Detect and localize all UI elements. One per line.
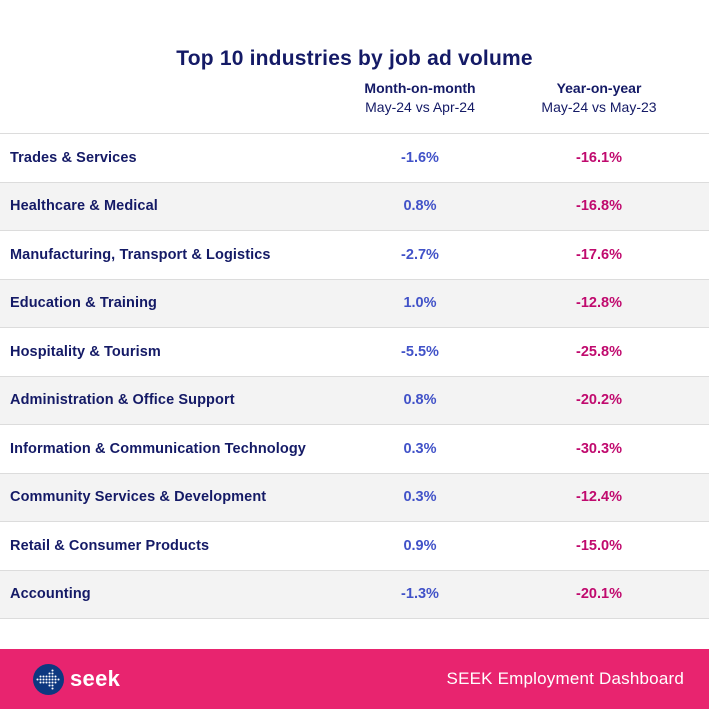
column-header-yoy-sublabel: May-24 vs May-23	[541, 99, 657, 115]
column-header-yoy-label: Year-on-year	[556, 80, 642, 96]
industry-label: Hospitality & Tourism	[10, 343, 161, 360]
column-header-mom-sublabel: May-24 vs Apr-24	[365, 99, 475, 115]
table-row: Retail & Consumer Products 0.9% -15.0%	[0, 521, 709, 570]
yoy-value: -20.2%	[576, 392, 622, 409]
yoy-value: -30.3%	[576, 440, 622, 457]
column-header-yoy: Year-on-year May-24 vs May-23	[508, 79, 690, 117]
table-row: Manufacturing, Transport & Logistics -2.7…	[0, 230, 709, 279]
industry-label: Education & Training	[10, 295, 158, 312]
mom-value: 0.8%	[403, 392, 437, 409]
seek-logo-text: seek	[70, 666, 121, 691]
mom-value: -2.7%	[401, 246, 439, 263]
industry-label: Accounting	[10, 586, 91, 603]
seek-logo: seek	[33, 663, 121, 695]
industry-label: Manufacturing, Transport & Logistics	[10, 246, 271, 263]
yoy-value: -16.8%	[576, 198, 622, 215]
seek-arrow-icon	[33, 663, 64, 695]
table-row: Accounting -1.3% -20.1%	[0, 569, 709, 618]
footer-dashboard-label: SEEK Employment Dashboard	[446, 669, 684, 688]
yoy-value: -12.4%	[576, 489, 622, 506]
mom-value: -1.6%	[401, 149, 439, 166]
mom-value: -1.3%	[401, 586, 439, 603]
yoy-value: -20.1%	[576, 586, 622, 603]
mom-value: 0.9%	[403, 537, 437, 554]
page-title: Top 10 industries by job ad volume	[176, 47, 533, 71]
yoy-value: -15.0%	[576, 537, 622, 554]
industry-label: Information & Communication Technology	[10, 440, 306, 457]
column-header-mom-label: Month-on-month	[364, 80, 476, 96]
mom-value: -5.5%	[401, 343, 439, 360]
industry-label: Trades & Services	[10, 149, 137, 166]
yoy-value: -12.8%	[576, 295, 622, 312]
table-row: Hospitality & Tourism -5.5% -25.8%	[0, 327, 709, 376]
footer-bar: seek SEEK Employment Dashboard	[0, 649, 709, 709]
industry-label: Community Services & Development	[10, 489, 267, 506]
yoy-value: -17.6%	[576, 246, 622, 263]
table-row: Community Services & Development 0.3% -12.…	[0, 472, 709, 521]
table-row: Healthcare & Medical 0.8% -16.8%	[0, 181, 709, 230]
column-header-mom: Month-on-month May-24 vs Apr-24	[332, 79, 508, 117]
mom-value: 0.8%	[403, 198, 437, 215]
table-row: Administration & Office Support 0.8% -20.2…	[0, 375, 709, 424]
column-header-row: Month-on-month May-24 vs Apr-24 Year-on-…	[0, 79, 709, 117]
yoy-value: -25.8%	[576, 343, 622, 360]
yoy-value: -16.1%	[576, 149, 622, 166]
column-header-spacer	[0, 79, 332, 117]
industry-label: Retail & Consumer Products	[10, 537, 210, 554]
table-row: Trades & Services -1.6% -16.1%	[0, 133, 709, 182]
table-row: Information & Communication Technology 0.…	[0, 424, 709, 473]
industries-table: Trades & Services -1.6% -16.1% Healthcare &…	[0, 133, 709, 619]
industry-label: Healthcare & Medical	[10, 198, 158, 215]
mom-value: 0.3%	[403, 440, 437, 457]
mom-value: 1.0%	[403, 295, 437, 312]
industry-label: Administration & Office Support	[10, 392, 235, 409]
mom-value: 0.3%	[403, 489, 437, 506]
table-row: Education & Training 1.0% -12.8%	[0, 278, 709, 327]
